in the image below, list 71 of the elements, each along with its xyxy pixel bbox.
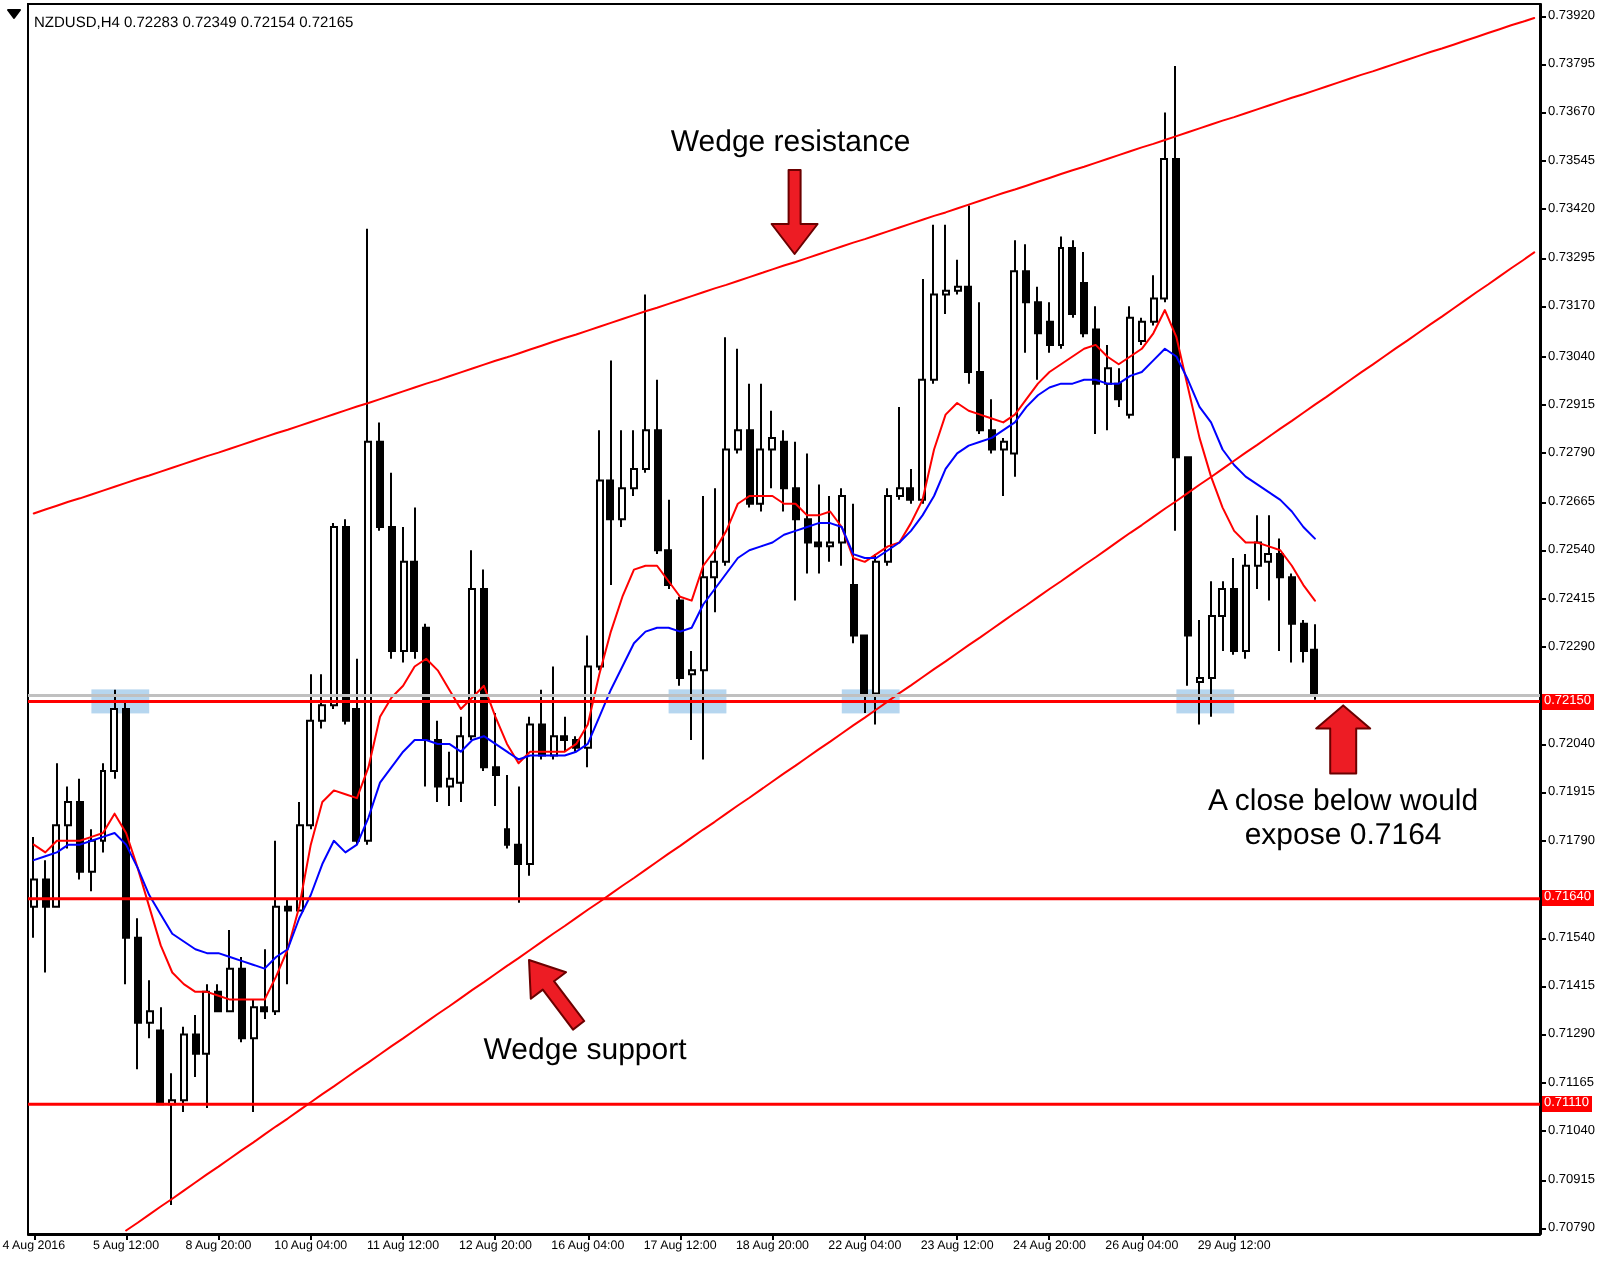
candlestick <box>1068 239 1076 319</box>
candlestick <box>918 278 926 505</box>
candlestick <box>146 979 154 1040</box>
candlestick <box>838 487 846 567</box>
candlestick <box>388 471 396 660</box>
candlestick <box>156 1006 164 1106</box>
candlestick <box>1196 618 1204 726</box>
candlestick <box>364 227 372 846</box>
candlestick <box>76 777 84 881</box>
candlestick <box>1276 537 1284 652</box>
candlestick <box>1172 64 1180 532</box>
candlestick <box>468 549 476 742</box>
candlestick <box>872 553 880 726</box>
candlestick <box>284 897 292 986</box>
candlestick <box>1230 556 1238 656</box>
candlestick <box>930 223 938 385</box>
candlestick <box>676 595 684 687</box>
candlestick <box>538 688 546 761</box>
candlestick <box>1080 250 1088 339</box>
candlestick <box>792 440 800 602</box>
candlestick <box>110 688 118 780</box>
candlestick <box>100 762 106 854</box>
candlestick <box>1022 243 1030 354</box>
candlestick <box>1104 343 1112 432</box>
candlestick <box>826 495 834 563</box>
candlestick <box>1184 456 1192 687</box>
candlestick <box>618 429 626 528</box>
candlestick <box>238 956 246 1044</box>
candlestick <box>1034 285 1042 381</box>
candlestick <box>734 347 742 455</box>
candlestick <box>1242 553 1250 660</box>
candlestick <box>214 983 222 1013</box>
candlestick <box>688 649 696 742</box>
candlestick <box>180 1025 188 1113</box>
candlestick <box>514 785 522 904</box>
candlestick <box>492 711 500 807</box>
candlestick <box>1126 305 1134 420</box>
candlestick <box>526 715 534 877</box>
candlestick <box>272 839 280 1017</box>
annotation: Wedge resistance <box>670 125 911 160</box>
candlestick <box>988 398 996 455</box>
candlestick <box>434 719 442 804</box>
candlestick <box>422 622 430 788</box>
candlestick <box>376 421 384 532</box>
annotation: Wedge support <box>483 1032 687 1067</box>
candlestick <box>226 928 234 1013</box>
candlestick <box>504 773 510 850</box>
candlestick <box>642 293 650 474</box>
candlestick <box>1046 301 1054 354</box>
candlestick <box>884 487 892 567</box>
candlestick <box>630 429 638 497</box>
candlestick <box>318 673 326 730</box>
candlestick <box>134 917 142 1071</box>
annotation: A close below would expose 0.7164 <box>1206 783 1481 852</box>
candlestick <box>942 223 950 315</box>
candlestick <box>976 301 984 436</box>
candlestick <box>722 336 730 567</box>
candlestick <box>1058 235 1064 350</box>
candlestick <box>122 700 130 986</box>
candlestick <box>330 522 338 711</box>
candlestick <box>168 1072 176 1206</box>
candlestick <box>64 785 72 850</box>
candlestick <box>768 409 776 490</box>
candlestick <box>780 429 788 513</box>
candlestick <box>1092 305 1100 436</box>
line-series <box>32 16 1536 515</box>
candlestick <box>1288 572 1296 664</box>
candlestick <box>1114 367 1122 408</box>
candlestick <box>480 568 488 773</box>
candlestick <box>1138 316 1146 346</box>
candlestick <box>88 828 96 893</box>
